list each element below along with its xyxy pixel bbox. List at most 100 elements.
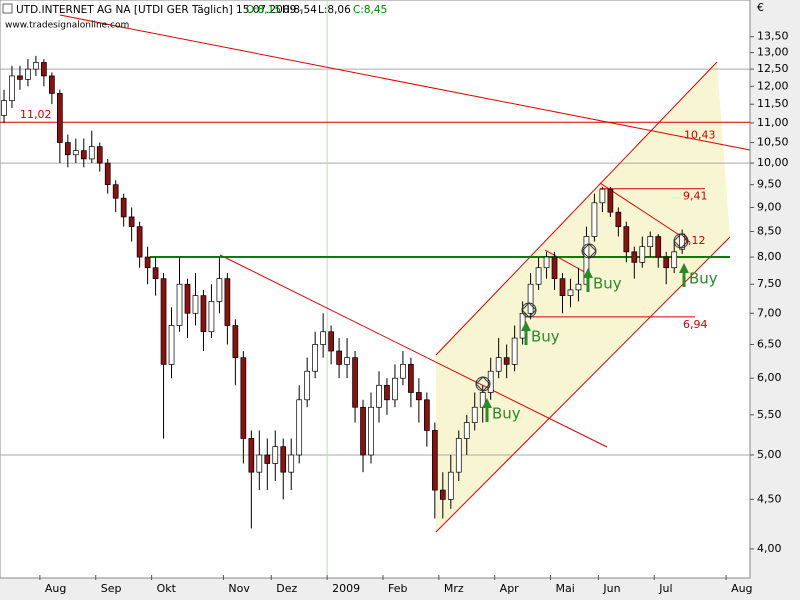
y-tick-label: 9,50 <box>757 178 782 191</box>
candle-body <box>431 430 438 491</box>
level-label: 11,02 <box>20 108 52 121</box>
candle-body <box>176 283 183 326</box>
signal-marker <box>581 243 597 259</box>
candle-body <box>320 331 326 345</box>
subtitle: www.tradesignalonline.com <box>5 21 129 31</box>
candle-body <box>280 446 287 473</box>
menu-icon[interactable] <box>2 3 13 14</box>
y-tick-label: 4,00 <box>757 542 782 555</box>
candle-body <box>96 146 103 164</box>
buy-label: Buy <box>492 405 521 423</box>
ohlc-open: O:8,15 <box>246 4 281 16</box>
candle-body <box>17 75 23 80</box>
candle-body <box>336 350 342 365</box>
candle-body <box>567 289 574 296</box>
candle-body <box>9 75 15 101</box>
candle-body <box>49 75 55 94</box>
candle-body <box>264 454 271 464</box>
candle-body <box>304 370 311 401</box>
ohlc-low: L:8,06 <box>318 4 351 16</box>
chart-title: UTD.INTERNET AG NA [UTDI GER Täglich] 15… <box>16 4 303 16</box>
candle-body <box>216 278 223 302</box>
candle-body <box>296 399 303 456</box>
candle-body <box>527 283 534 314</box>
y-tick-label: 10,00 <box>757 156 789 169</box>
x-tick-label: Mai <box>556 582 575 595</box>
candle-body <box>128 216 135 227</box>
y-tick-label: 10,50 <box>757 136 789 149</box>
candle-body <box>376 384 382 408</box>
candle-body <box>240 357 247 439</box>
candle-body <box>400 364 406 379</box>
candle-body <box>272 446 279 464</box>
ohlc-close: C:8,45 <box>353 4 387 16</box>
channel-fill <box>436 62 730 532</box>
x-tick-label: Jun <box>602 582 620 595</box>
candle-body <box>232 325 239 359</box>
candle-body <box>392 377 398 401</box>
trend-label: 10,43 <box>684 128 716 141</box>
candle-body <box>663 256 670 269</box>
candle-body <box>471 406 478 423</box>
candle-body <box>144 256 151 269</box>
candle-body <box>583 236 590 285</box>
trend-line <box>59 14 751 151</box>
candle-body <box>607 188 614 213</box>
channel-lower <box>435 236 731 533</box>
candle-body <box>463 422 470 439</box>
x-tick-label: Aug <box>731 582 752 595</box>
y-tick-label: 8,50 <box>757 225 782 238</box>
x-tick-label: Jul <box>658 582 672 595</box>
candle-body <box>384 384 390 401</box>
buy-arrow <box>521 321 531 345</box>
candle-body <box>25 68 31 80</box>
signal-marker <box>673 233 689 249</box>
candle-body <box>591 202 598 237</box>
x-tick-label: Nov <box>228 582 250 595</box>
buy-label: Buy <box>689 270 718 288</box>
candle-body <box>615 211 622 227</box>
signal-marker <box>475 376 491 392</box>
ohlc-high: H:8,54 <box>282 4 317 16</box>
candle-body <box>328 331 334 352</box>
y-tick-label: 13,00 <box>757 46 789 59</box>
candle-body <box>495 357 502 372</box>
y-tick-label: 6,00 <box>757 371 782 384</box>
candle-body <box>112 184 119 199</box>
buy-arrow <box>583 268 593 292</box>
candle-body <box>416 392 422 401</box>
y-tick-label: 9,00 <box>757 200 782 213</box>
y-tick-label: 7,00 <box>757 306 782 319</box>
candle-body <box>248 438 255 473</box>
x-tick-label: Sep <box>101 582 122 595</box>
y-tick-label: 8,00 <box>757 250 782 263</box>
x-tick-label: Okt <box>157 582 177 595</box>
candle-body <box>192 295 199 314</box>
buy-arrow <box>482 398 492 422</box>
level-label: 6,94 <box>683 318 708 331</box>
candle-body <box>41 62 47 77</box>
candle-body <box>344 357 350 365</box>
level-label: 9,41 <box>683 190 708 203</box>
candle-body <box>360 406 366 456</box>
buy-label: Buy <box>593 275 622 293</box>
candle-body <box>575 283 582 291</box>
candle-body <box>455 438 462 473</box>
y-axis-label: € <box>757 1 764 14</box>
candle-body <box>56 93 63 143</box>
candle-body <box>599 188 606 204</box>
candle-body <box>152 267 159 280</box>
x-tick-label: Aug <box>45 582 66 595</box>
y-tick-label: 5,00 <box>757 448 782 461</box>
candle-body <box>671 251 678 269</box>
candle-body <box>439 489 446 500</box>
candle-body <box>352 357 358 408</box>
candle-body <box>487 370 494 393</box>
y-tick-label: 5,50 <box>757 408 782 421</box>
candle-body <box>184 283 191 314</box>
x-tick-label: Feb <box>388 582 407 595</box>
candle-body <box>288 454 295 473</box>
candle-body <box>200 295 207 333</box>
candle-body <box>623 226 630 253</box>
